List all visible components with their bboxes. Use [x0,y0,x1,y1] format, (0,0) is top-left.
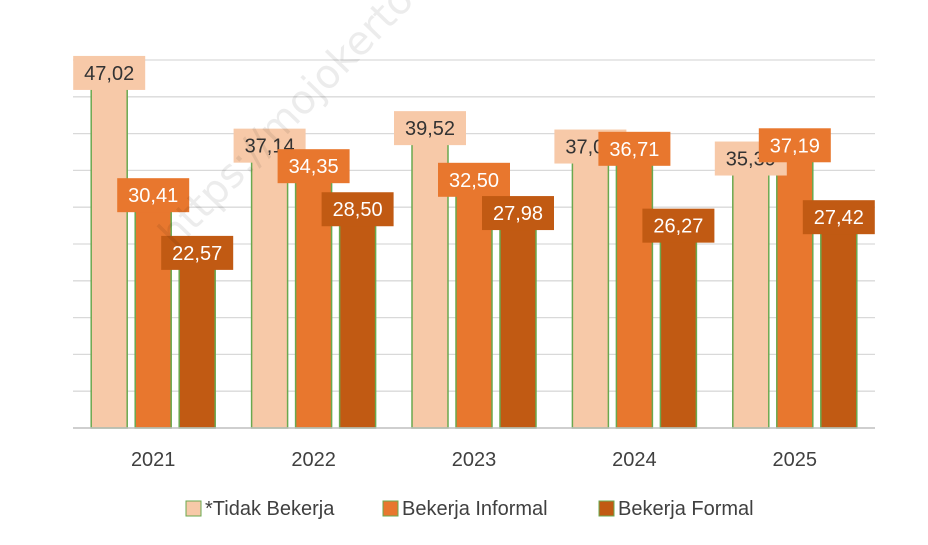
legend-item: Bekerja Formal [598,498,754,520]
data-label-text: 28,50 [333,199,383,221]
bar [659,233,698,429]
bar [499,221,537,429]
data-label-box [321,192,394,227]
data-label: 47,02 [73,55,146,90]
data-label-text: 32,50 [449,170,499,192]
x-tick-label: 2021 [131,449,176,471]
data-label-box [117,178,190,213]
bar [90,81,128,429]
legend-swatch [185,500,202,517]
legend-item: Bekerja Informal [382,498,548,520]
data-label: 26,27 [642,208,715,243]
data-label-text: 26,27 [653,216,703,238]
bar [338,217,377,429]
data-label: 37,19 [758,128,831,163]
bar [250,153,289,429]
data-label-box [482,196,554,231]
data-label: 39,52 [394,111,466,146]
data-label-box [161,235,234,270]
data-label-box [73,55,146,90]
bar [571,154,610,429]
legend-item: *Tidak Bekerja [185,498,335,520]
data-label-text: 27,98 [493,203,543,225]
x-tick-label: 2024 [612,449,657,471]
legend-label: Bekerja Formal [618,498,754,520]
data-label-text: 47,02 [84,63,134,85]
data-label-text: 36,71 [609,139,659,161]
x-tick-label: 2025 [773,449,818,471]
legend-swatch [598,500,615,517]
data-label-box [438,162,510,197]
x-tick-label: 2023 [452,449,497,471]
data-label-box [394,111,466,146]
data-label-text: 22,57 [172,243,222,265]
data-label: 34,35 [277,149,350,184]
bar [178,261,216,429]
data-label-text: 27,42 [814,207,864,229]
data-label: 36,71 [598,131,671,166]
data-label-box [802,200,875,235]
bar [776,153,814,429]
data-label: 22,57 [161,235,234,270]
data-label: 32,50 [438,162,510,197]
data-label-text: 34,35 [289,156,339,178]
data-label-box [277,149,350,184]
x-tick-label: 2022 [291,449,336,471]
bar [732,166,770,429]
data-label-box [758,128,831,163]
data-label: 27,98 [482,196,554,231]
data-label-text: 39,52 [405,118,455,140]
bar [820,225,858,429]
data-label: 37,14 [233,128,306,163]
data-label: 30,41 [117,178,190,213]
data-label-box [642,208,715,243]
data-label-box [598,131,671,166]
data-label: 27,42 [802,200,875,235]
data-label-text: 30,41 [128,185,178,207]
bar [615,157,654,429]
data-label: 28,50 [321,192,394,227]
legend-label: Bekerja Informal [402,498,548,520]
legend-label: *Tidak Bekerja [205,498,335,520]
legend-swatch [382,500,399,517]
data-label-text: 37,19 [770,135,820,157]
